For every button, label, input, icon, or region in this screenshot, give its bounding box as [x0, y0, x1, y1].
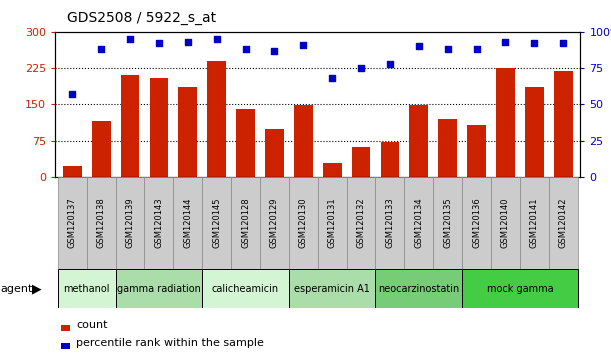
Bar — [462, 177, 491, 269]
Point — [529, 41, 539, 46]
Text: GSM120142: GSM120142 — [558, 198, 568, 248]
Point — [183, 39, 192, 45]
Bar — [202, 269, 289, 308]
Bar — [520, 177, 549, 269]
Bar — [150, 78, 168, 177]
Bar — [207, 61, 226, 177]
Point — [472, 46, 481, 52]
Bar — [462, 269, 577, 308]
Text: neocarzinostatin: neocarzinostatin — [378, 284, 459, 293]
Bar — [404, 177, 433, 269]
Bar — [433, 177, 462, 269]
Bar — [491, 177, 520, 269]
Bar — [294, 105, 313, 177]
Bar — [381, 142, 399, 177]
Text: GSM120128: GSM120128 — [241, 198, 250, 249]
Bar — [260, 177, 289, 269]
Text: methanol: methanol — [64, 284, 110, 293]
Point — [125, 36, 135, 42]
Text: GSM120129: GSM120129 — [270, 198, 279, 248]
Bar — [120, 75, 139, 177]
Bar — [58, 177, 87, 269]
Text: GSM120134: GSM120134 — [414, 198, 423, 249]
Text: GSM120145: GSM120145 — [212, 198, 221, 248]
Point — [558, 41, 568, 46]
Text: GSM120131: GSM120131 — [327, 198, 337, 249]
Bar — [289, 177, 318, 269]
Bar — [265, 129, 284, 177]
Text: GSM120144: GSM120144 — [183, 198, 192, 248]
Bar — [409, 105, 428, 177]
Text: percentile rank within the sample: percentile rank within the sample — [76, 338, 264, 348]
Text: GSM120143: GSM120143 — [155, 198, 163, 249]
Text: GSM120135: GSM120135 — [443, 198, 452, 249]
Point — [443, 46, 453, 52]
Bar — [467, 125, 486, 177]
Point — [385, 61, 395, 67]
Text: GSM120132: GSM120132 — [357, 198, 365, 249]
Point — [414, 44, 423, 49]
Bar — [438, 119, 457, 177]
Point — [154, 41, 164, 46]
Bar — [376, 269, 462, 308]
Bar — [496, 68, 514, 177]
Bar — [352, 147, 370, 177]
Point — [67, 91, 77, 97]
Text: calicheamicin: calicheamicin — [212, 284, 279, 293]
Bar — [92, 121, 111, 177]
Bar — [346, 177, 376, 269]
Text: count: count — [76, 320, 108, 330]
Bar — [58, 269, 115, 308]
Text: GSM120133: GSM120133 — [386, 198, 394, 249]
Bar — [115, 177, 144, 269]
Text: agent: agent — [1, 284, 33, 293]
Bar — [549, 177, 577, 269]
Bar — [115, 269, 202, 308]
Bar — [554, 70, 573, 177]
Bar — [178, 87, 197, 177]
Text: GSM120138: GSM120138 — [97, 198, 106, 249]
Text: esperamicin A1: esperamicin A1 — [295, 284, 370, 293]
Text: GSM120137: GSM120137 — [68, 198, 77, 249]
Bar — [231, 177, 260, 269]
Point — [241, 46, 251, 52]
Bar — [87, 177, 115, 269]
Point — [298, 42, 308, 48]
Text: gamma radiation: gamma radiation — [117, 284, 201, 293]
Text: GDS2508 / 5922_s_at: GDS2508 / 5922_s_at — [67, 11, 216, 25]
Bar — [63, 166, 82, 177]
Text: GSM120130: GSM120130 — [299, 198, 308, 249]
Bar — [323, 164, 342, 177]
Bar — [318, 177, 346, 269]
Bar — [144, 177, 174, 269]
Point — [327, 75, 337, 81]
Point — [212, 36, 222, 42]
Text: ▶: ▶ — [32, 282, 42, 295]
Point — [356, 65, 366, 71]
Text: GSM120136: GSM120136 — [472, 198, 481, 249]
Point — [97, 46, 106, 52]
Text: mock gamma: mock gamma — [486, 284, 553, 293]
Text: GSM120140: GSM120140 — [501, 198, 510, 248]
Text: GSM120141: GSM120141 — [530, 198, 539, 248]
Bar — [174, 177, 202, 269]
Text: GSM120139: GSM120139 — [125, 198, 134, 249]
Bar — [236, 109, 255, 177]
Bar — [202, 177, 231, 269]
Bar — [525, 87, 544, 177]
Bar — [376, 177, 404, 269]
Point — [269, 48, 279, 53]
Point — [500, 39, 510, 45]
Bar — [289, 269, 376, 308]
